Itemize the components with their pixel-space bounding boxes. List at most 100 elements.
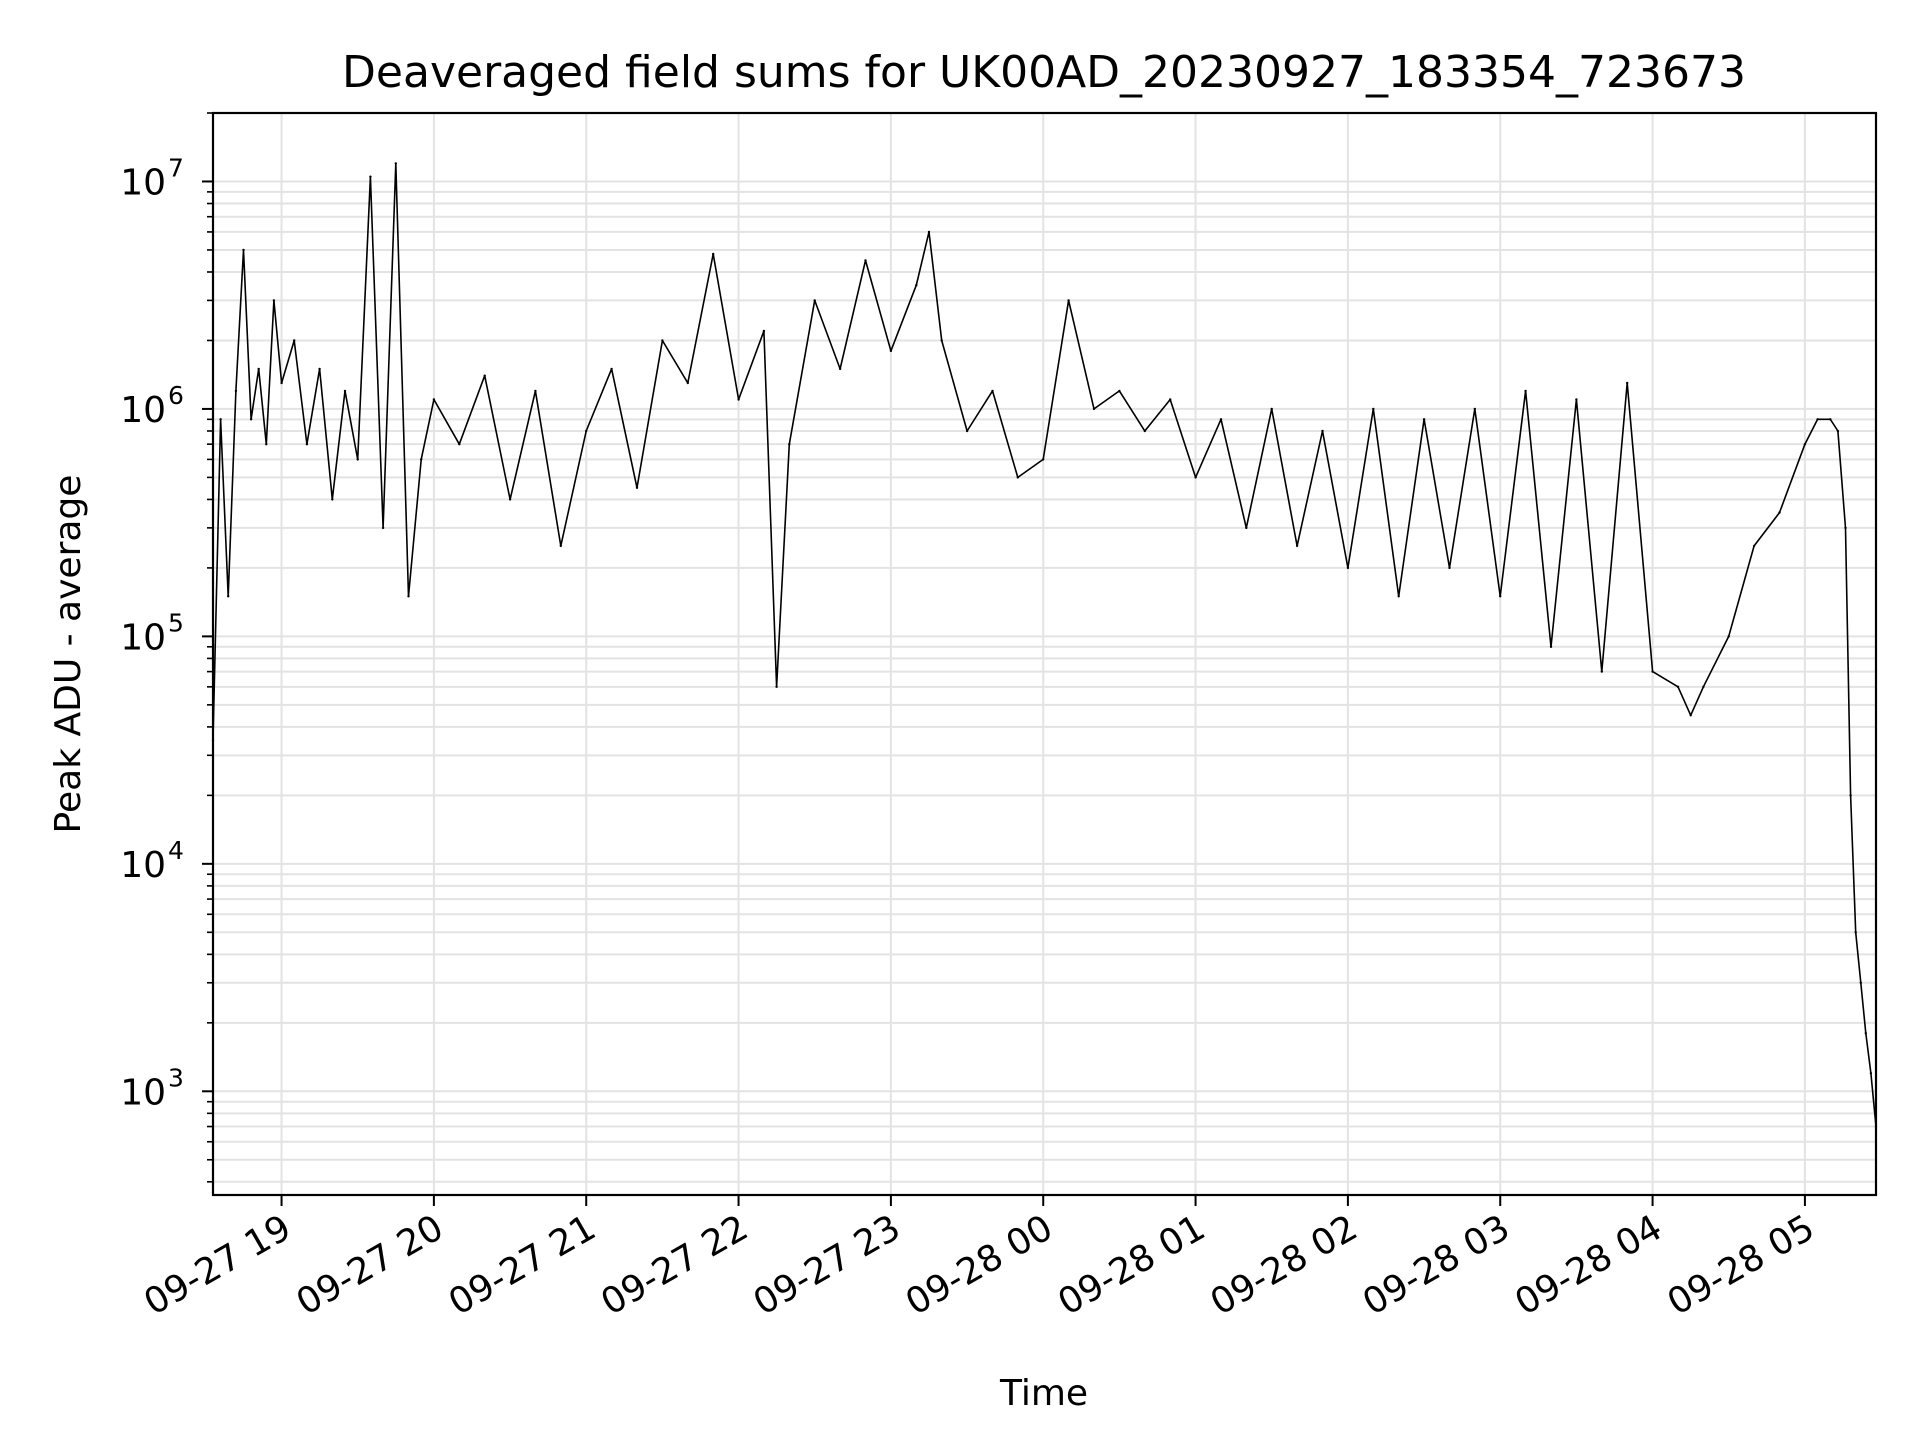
data-point [1803,443,1807,446]
data-point [331,498,334,501]
data-point [1245,526,1248,530]
data-point [813,299,816,302]
data-point [775,685,778,688]
data-point [635,486,639,489]
data-point [483,374,486,377]
data-point [585,429,588,433]
data-point [420,458,423,461]
data-point [686,381,689,385]
data-point [219,418,222,421]
x-tick-label: 09-27 21 [442,1207,603,1323]
data-point [1321,429,1324,433]
x-tick-label: 09-28 00 [899,1207,1060,1323]
data-point [889,349,893,353]
y-tick-label: 10 [120,162,166,203]
data-point [508,498,512,501]
data-point [1844,526,1847,530]
data-point [1859,981,1863,984]
data-point [249,418,253,421]
data-point [1752,544,1756,548]
x-tick-label: 09-27 22 [594,1207,755,1323]
data-point [227,595,230,598]
data-point [1448,566,1451,570]
data-point [1499,595,1502,598]
data-point [394,162,397,165]
data-point [1864,1032,1868,1035]
data-point [965,429,969,433]
y-tick-exponent: 4 [168,836,184,865]
data-point [915,284,918,287]
data-point [369,175,372,178]
data-point [1372,407,1375,411]
x-tick-label: 09-27 20 [290,1207,451,1323]
data-point [242,248,245,252]
data-point [1092,407,1096,411]
data-point [318,367,321,371]
data-point [1524,389,1527,393]
y-tick-exponent: 6 [168,381,184,410]
data-point [838,367,842,371]
x-tick-label: 09-28 03 [1356,1207,1517,1323]
data-point [762,329,766,333]
data-point [1346,566,1350,570]
data-point [1397,595,1400,598]
data-point [1702,685,1705,688]
data-point [1829,418,1832,421]
data-point [458,443,461,446]
y-tick-label: 10 [120,1072,166,1113]
data-point [788,443,791,446]
data-point [1816,418,1819,421]
data-point [1194,476,1197,479]
data-point [407,595,410,598]
data-point [1727,635,1730,638]
data-point [1422,418,1426,421]
x-tick-label: 09-28 01 [1051,1207,1212,1323]
data-point [940,339,943,342]
y-tick-label: 10 [120,617,166,658]
data-point [737,398,740,401]
y-axis-label: Peak ADU - average [48,475,89,834]
data-point [356,458,359,461]
x-tick-label: 09-28 05 [1661,1207,1822,1323]
data-point [1575,398,1578,401]
y-tick-exponent: 3 [168,1063,184,1092]
data-point [1016,476,1019,479]
data-point [257,367,260,371]
data-point [1270,407,1273,411]
x-tick-label: 09-27 19 [137,1207,298,1323]
data-point [1473,407,1477,411]
x-axis-label: Time [999,1373,1088,1414]
data-point [1689,714,1692,717]
data-point [265,443,268,446]
data-point [1651,670,1654,673]
data-point [1219,418,1223,421]
data-point [1778,511,1781,514]
data-point [343,389,347,393]
x-tick-label: 09-28 02 [1204,1207,1365,1323]
data-point [234,389,238,393]
data-point [1626,381,1629,385]
x-tick-label: 09-27 23 [747,1207,908,1323]
data-point [991,389,994,393]
data-point [432,398,436,401]
data-point [1549,645,1553,648]
data-point [1854,931,1857,934]
data-point [1849,794,1852,797]
plot-frame [211,111,1878,1197]
data-point [559,544,562,548]
plot-area [213,113,1876,1195]
data-point [534,389,537,393]
chart-title: Deaveraged field sums for UK00AD_2023092… [342,47,1746,98]
data-point [305,443,309,446]
data-point [712,252,715,256]
data-point [272,299,276,302]
data-point [381,526,385,530]
y-tick-exponent: 5 [168,608,184,637]
data-point [293,339,296,342]
data-point [610,367,613,371]
y-tick-label: 10 [120,845,166,886]
data-point [1600,670,1604,673]
data-point [1869,1072,1873,1075]
